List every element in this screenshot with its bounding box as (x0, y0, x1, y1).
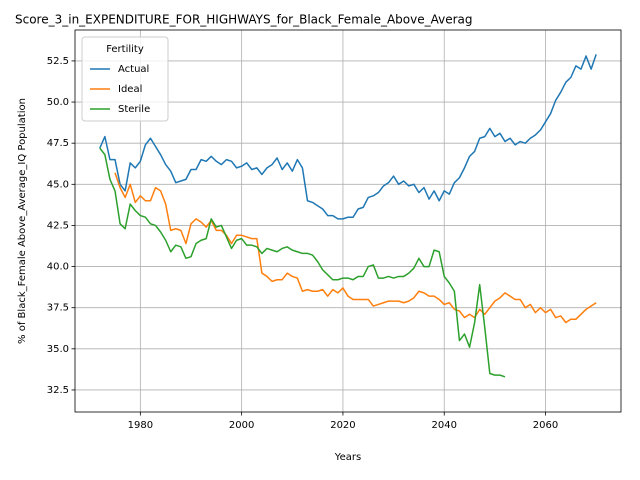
y-axis-label: % of Black_Female Above_Average_IQ Popul… (17, 98, 28, 344)
x-tick-label: 2060 (533, 420, 558, 431)
plot-frame (74, 29, 622, 413)
y-tick-label: 35.0 (47, 344, 69, 355)
y-tick-label: 32.5 (47, 385, 69, 396)
y-tick-label: 52.5 (47, 56, 69, 67)
legend-box (81, 36, 169, 122)
y-tick-label: 47.5 (47, 138, 69, 149)
data-line (114, 172, 597, 324)
x-tick-label: 2000 (229, 420, 254, 431)
y-tick-label: 37.5 (47, 303, 69, 314)
y-tick-label: 40.0 (47, 262, 69, 273)
chart-title: Score_3_in_EXPENDITURE_FOR_HIGHWAYS_for_… (15, 13, 473, 27)
legend-label: Ideal (118, 84, 142, 95)
y-tick-label: 50.0 (47, 97, 69, 108)
legend-title: Fertility (106, 44, 144, 55)
data-line (99, 54, 597, 220)
legend-label: Sterile (118, 104, 150, 115)
x-tick-label: 2040 (432, 420, 457, 431)
data-line (99, 147, 506, 378)
legend-label: Actual (118, 64, 149, 75)
y-tick-label: 42.5 (47, 220, 69, 231)
x-tick-label: 1980 (128, 420, 153, 431)
x-axis-label: Years (334, 452, 361, 463)
x-tick-label: 2020 (330, 420, 355, 431)
y-tick-label: 45.0 (47, 179, 69, 190)
legend: Fertility Actual Ideal Sterile (81, 36, 169, 122)
